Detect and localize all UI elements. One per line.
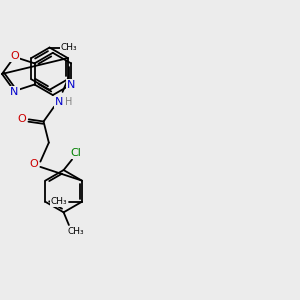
Text: Cl: Cl [71, 148, 82, 158]
Text: O: O [17, 114, 26, 124]
Text: N: N [67, 80, 75, 89]
Text: CH₃: CH₃ [50, 197, 67, 206]
Text: CH₃: CH₃ [60, 43, 77, 52]
Text: N: N [55, 98, 64, 107]
Text: O: O [30, 159, 38, 169]
Text: H: H [65, 98, 73, 107]
Text: CH₃: CH₃ [68, 227, 85, 236]
Text: O: O [10, 51, 19, 61]
Text: N: N [10, 87, 19, 97]
